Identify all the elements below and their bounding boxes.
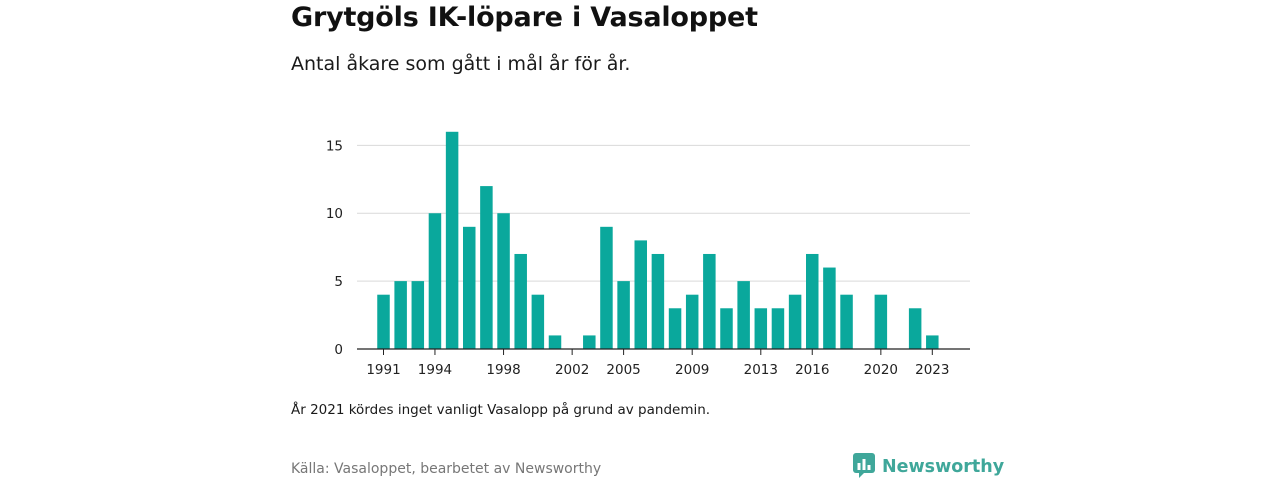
bar — [908, 308, 922, 349]
x-tick-label: 1994 — [418, 362, 452, 378]
bar — [463, 226, 476, 349]
y-tick-label: 0 — [334, 342, 343, 358]
bar — [480, 186, 493, 349]
x-tick-label: 2016 — [795, 362, 829, 378]
bar — [411, 281, 425, 349]
bar — [497, 213, 510, 349]
bar — [788, 294, 802, 349]
x-tick-label: 2020 — [864, 362, 898, 378]
x-tick-label: 1991 — [366, 362, 400, 378]
bar — [703, 253, 716, 349]
bar — [428, 213, 442, 349]
axes: 0 5 10 15 1991 1994 1998 2002 2005 2009 2013 2016 20… — [326, 138, 970, 378]
bar — [840, 294, 853, 349]
x-tick-label: 2009 — [675, 362, 709, 378]
y-tick-label: 15 — [326, 138, 343, 154]
bar — [720, 308, 733, 349]
chart-note: År 2021 kördes inget vanligt Vasalopp på… — [291, 402, 711, 418]
x-tick-label: 1998 — [486, 362, 520, 378]
bar — [394, 281, 407, 349]
chart-card: Grytgöls IK-löpare i Vasaloppet Antal åk… — [291, 0, 1004, 480]
bar — [806, 253, 819, 349]
bar — [651, 253, 665, 349]
bar — [874, 294, 888, 349]
bar — [634, 240, 647, 349]
bar — [583, 335, 596, 349]
bar — [531, 294, 545, 349]
bar — [685, 294, 699, 349]
newsworthy-logo-icon — [852, 452, 876, 482]
bar — [548, 335, 562, 349]
bar — [377, 294, 390, 349]
newsworthy-logo: Newsworthy — [852, 452, 1004, 482]
newsworthy-logo-text: Newsworthy — [882, 457, 1005, 477]
x-tick-label: 2013 — [744, 362, 778, 378]
x-tick-label: 2002 — [555, 362, 589, 378]
bar — [771, 308, 785, 349]
bar — [668, 308, 682, 349]
chart-subtitle: Antal åkare som gått i mål år för år. — [291, 53, 631, 75]
bar — [445, 131, 459, 349]
y-tick-label: 10 — [326, 206, 343, 222]
bar — [823, 267, 836, 349]
bar — [754, 308, 768, 349]
source-text: Källa: Vasaloppet, bearbetet av Newswort… — [291, 461, 602, 477]
bar — [600, 226, 613, 349]
bar — [737, 281, 750, 349]
bar — [926, 335, 939, 349]
chart-title: Grytgöls IK-löpare i Vasaloppet — [291, 2, 758, 33]
x-tick-label: 2023 — [915, 362, 949, 378]
bar — [514, 253, 527, 349]
bar-chart: 0 5 10 15 1991 1994 1998 2002 2005 2009 2013 2016 20… — [326, 131, 970, 378]
y-tick-label: 5 — [334, 274, 343, 290]
x-tick-label: 2005 — [606, 362, 640, 378]
bars — [377, 131, 939, 349]
bar — [617, 281, 630, 349]
